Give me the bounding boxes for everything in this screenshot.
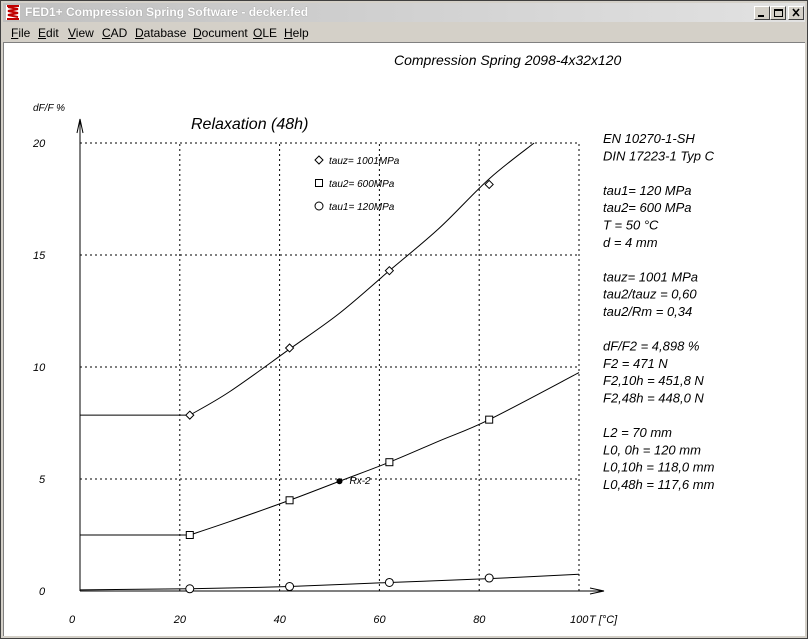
maximize-icon [774, 9, 783, 17]
menu-database-label: atabase [143, 26, 187, 40]
menu-document[interactable]: Document [193, 26, 248, 40]
y-axis-arrow [76, 118, 84, 134]
x-axis-arrow [589, 587, 605, 595]
menu-ole-accel: O [253, 26, 263, 40]
window-title: FED1+ Compression Spring Software - deck… [25, 5, 309, 19]
menu-edit-label: dit [46, 26, 59, 40]
title-bar[interactable]: FED1+ Compression Spring Software - deck… [3, 3, 805, 22]
y-tick-label: 0 [39, 586, 46, 598]
info-line: tau2/tauz = 0,60 [603, 287, 697, 302]
menu-view[interactable]: View [68, 26, 94, 40]
x-tick-label: 20 [173, 614, 187, 626]
menu-help-label: elp [292, 26, 309, 40]
legend-marker-square [315, 179, 323, 187]
series-curve-diamond [189, 142, 535, 416]
info-line: tau1= 120 MPa [603, 183, 692, 198]
info-line: F2,10h = 451,8 N [603, 373, 704, 388]
x-tick-label: 100 [570, 614, 589, 626]
data-point-circle [285, 582, 295, 592]
y-tick-label: 5 [39, 474, 46, 486]
info-line: F2 = 471 N [603, 356, 668, 371]
legend-marker-diamond [314, 155, 324, 165]
menu-help[interactable]: Help [284, 26, 309, 40]
info-line: EN 10270-1-SH [603, 131, 695, 146]
relaxation-chart: Compression Spring 2098-4x32x120 Relaxati… [32, 52, 715, 626]
maximize-button[interactable] [770, 6, 786, 20]
spring-header: Compression Spring 2098-4x32x120 [394, 52, 621, 68]
series-curve-circle [189, 573, 580, 590]
legend-label-circle: tau1= 120MPa [329, 202, 395, 213]
x-tick-label: 40 [274, 614, 287, 626]
minimize-button[interactable] [754, 6, 770, 20]
legend-label-square: tau2= 600MPa [329, 179, 395, 190]
x-axis-label: T [°C] [589, 614, 618, 626]
info-line: L0,48h = 117,6 mm [603, 477, 715, 492]
menu-view-label: iew [75, 26, 94, 40]
menu-file-accel: F [11, 26, 19, 40]
data-point-diamond [185, 410, 195, 420]
menu-view-accel: V [68, 26, 76, 40]
legend-marker-circle [314, 201, 324, 211]
info-line: dF/F2 = 4,898 % [603, 339, 699, 354]
info-line: L0, 0h = 120 mm [603, 442, 701, 457]
close-button[interactable] [788, 6, 804, 20]
data-point-diamond [484, 179, 494, 190]
info-line: L2 = 70 mm [603, 425, 672, 440]
y-tick-label: 10 [33, 362, 46, 374]
close-icon [792, 8, 800, 17]
y-tick-label: 15 [33, 250, 46, 262]
menu-cad[interactable]: CAD [102, 26, 127, 40]
legend-label-diamond: tauz= 1001MPa [329, 156, 400, 167]
info-line: tauz= 1001 MPa [603, 269, 698, 284]
menu-document-accel: D [193, 26, 202, 40]
menu-cad-accel: C [102, 26, 111, 40]
minimize-icon [758, 15, 764, 17]
data-point-square [185, 531, 194, 539]
menu-file-label: ile [18, 26, 31, 40]
menu-edit[interactable]: Edit [38, 26, 59, 40]
menu-ole[interactable]: OLE [253, 26, 277, 40]
annotation-label: Rx-2 [349, 476, 371, 487]
data-point-diamond [284, 343, 295, 353]
menu-cad-label: AD [110, 26, 128, 40]
annotation-point [336, 478, 343, 485]
info-line: tau2= 600 MPa [603, 200, 692, 215]
data-point-circle [185, 584, 195, 594]
data-point-square [385, 458, 394, 467]
info-line: d = 4 mm [603, 235, 658, 250]
series-curve-square [189, 372, 580, 536]
x-tick-label: 80 [473, 614, 486, 626]
y-tick-label: 20 [32, 138, 46, 150]
menu-ole-label: LE [262, 26, 278, 40]
menu-database[interactable]: Database [135, 26, 186, 40]
info-line: DIN 17223-1 Typ C [603, 148, 715, 163]
y-axis-label: dF/F % [33, 103, 65, 114]
x-tick-label: 60 [373, 614, 386, 626]
data-point-diamond [384, 265, 395, 276]
menu-edit-accel: E [38, 26, 47, 40]
info-line: tau2/Rm = 0,34 [603, 304, 692, 319]
menu-file[interactable]: File [11, 26, 30, 40]
drawing-area: Compression Spring 2098-4x32x120 Relaxati… [3, 42, 805, 636]
chart-title: Relaxation (48h) [191, 116, 308, 133]
data-point-square [485, 415, 494, 424]
data-point-square [285, 496, 294, 505]
series-line-circle [79, 588, 190, 591]
menu-document-label: ocument [201, 26, 248, 40]
menu-database-accel: D [135, 26, 144, 40]
menu-help-accel: H [284, 26, 293, 40]
x-tick-label: 0 [69, 614, 76, 626]
info-line: F2,48h = 448,0 N [603, 391, 704, 406]
info-line: L0,10h = 118,0 mm [603, 460, 715, 475]
spring-app-icon [6, 5, 20, 20]
data-point-circle [384, 577, 394, 587]
data-point-circle [484, 573, 494, 583]
menu-bar: File Edit View CAD Database Document OLE… [3, 23, 805, 42]
info-line: T = 50 °C [603, 218, 659, 233]
